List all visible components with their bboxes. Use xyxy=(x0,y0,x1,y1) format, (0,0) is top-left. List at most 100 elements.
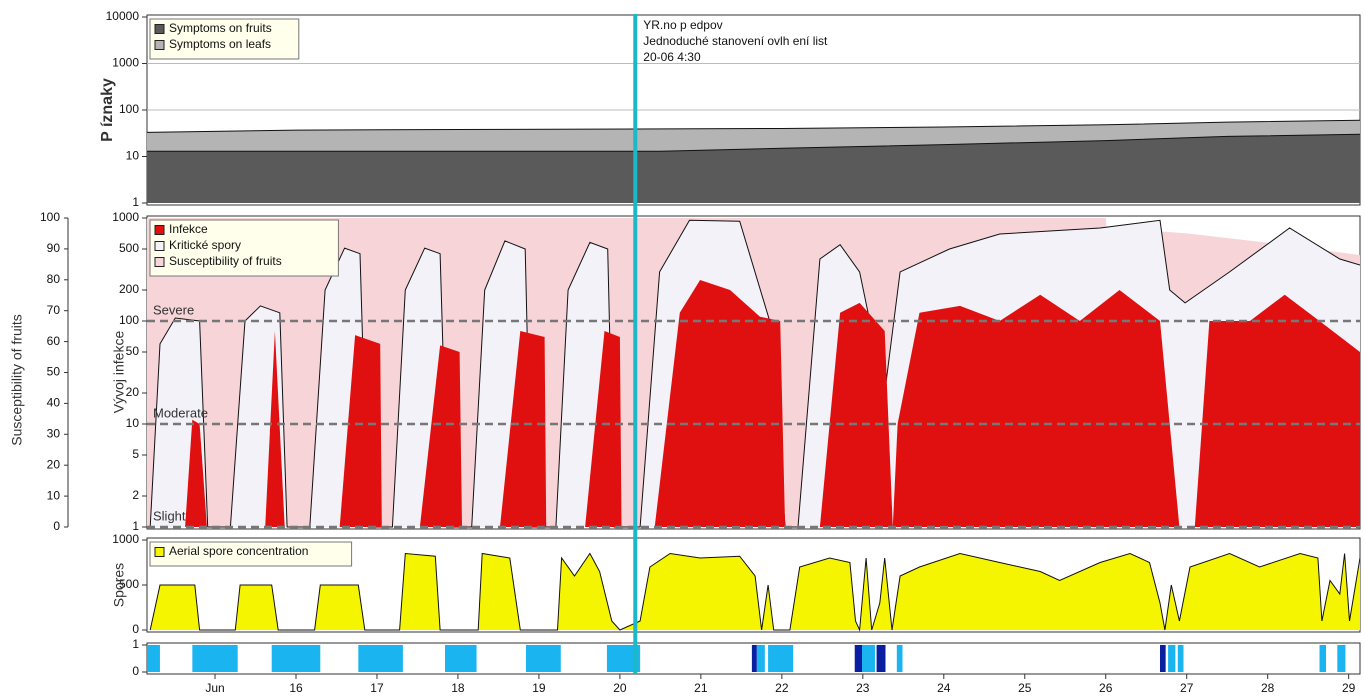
y-tick-label: 100 xyxy=(119,102,139,116)
y-tick-label: 1000 xyxy=(112,210,139,224)
y2-tick-label: 20 xyxy=(47,457,61,471)
y-tick-label: 1 xyxy=(132,195,139,209)
area xyxy=(150,553,1360,630)
wet-interval xyxy=(751,645,757,672)
wet-interval xyxy=(525,645,561,672)
wet-interval xyxy=(1337,645,1346,672)
legend-swatch xyxy=(154,24,165,34)
threshold-label: Slight xyxy=(153,508,186,523)
y-tick-label: 10 xyxy=(126,416,140,430)
x-tick-label: 16 xyxy=(289,681,303,695)
legend-swatch xyxy=(154,547,165,557)
wet-interval xyxy=(147,645,160,672)
area-outline xyxy=(147,133,1360,152)
y-tick-label: 5 xyxy=(132,447,139,461)
legend-label: Infekce xyxy=(169,222,208,236)
annotation: 20-06 4:30 xyxy=(643,50,701,64)
wet-interval xyxy=(756,645,765,672)
area xyxy=(185,280,1360,527)
y2-tick-label: 40 xyxy=(47,396,61,410)
wet-interval xyxy=(1159,645,1166,672)
legend-label: Susceptibility of fruits xyxy=(169,254,282,268)
legend-label: Kritické spory xyxy=(169,238,241,252)
legend-swatch xyxy=(154,40,165,50)
y-tick-label: 1000 xyxy=(112,56,139,70)
y-axis-title: P íznaky xyxy=(99,78,116,142)
y-tick-label: 2 xyxy=(132,488,139,502)
x-tick-label: 20 xyxy=(613,681,627,695)
y2-tick-label: 60 xyxy=(47,334,61,348)
x-tick-label: 27 xyxy=(1180,681,1194,695)
x-tick-label: 28 xyxy=(1261,681,1275,695)
wet-interval xyxy=(1177,645,1184,672)
wet-interval xyxy=(271,645,321,672)
x-tick-label: 24 xyxy=(937,681,951,695)
y-tick-label: 500 xyxy=(119,241,139,255)
legend-swatch xyxy=(154,257,165,267)
y-tick-label: 500 xyxy=(119,577,139,591)
threshold-label: Moderate xyxy=(153,405,208,420)
y2-tick-label: 90 xyxy=(47,241,61,255)
y2-tick-label: 70 xyxy=(47,303,61,317)
x-tick-label: 23 xyxy=(856,681,870,695)
threshold-label: Severe xyxy=(153,302,194,317)
wet-interval xyxy=(1319,645,1326,672)
x-tick-label: 22 xyxy=(775,681,789,695)
legend-label: Symptoms on fruits xyxy=(169,21,272,35)
legend-swatch xyxy=(154,225,165,235)
legend-swatch xyxy=(154,241,165,251)
y-tick-label: 200 xyxy=(119,282,139,296)
plot xyxy=(147,645,1346,672)
plot xyxy=(147,218,1360,529)
wet-interval xyxy=(896,645,903,672)
legend xyxy=(149,18,300,60)
y-tick-label: 10000 xyxy=(106,9,140,23)
plot xyxy=(147,63,1360,203)
y-tick-label: 10 xyxy=(126,149,140,163)
legend-label: Aerial spore concentration xyxy=(169,544,308,558)
wet-interval xyxy=(862,645,875,672)
wet-interval xyxy=(358,645,403,672)
y-tick-label: 100 xyxy=(119,313,139,327)
y-tick-label: 1000 xyxy=(112,532,139,546)
area-outline xyxy=(149,219,1360,528)
y-tick-label: 50 xyxy=(126,344,140,358)
x-tick-label: Jun xyxy=(205,681,224,695)
y2-tick-label: 30 xyxy=(47,426,61,440)
wet-interval xyxy=(854,645,863,672)
wet-interval xyxy=(1168,645,1176,672)
legend xyxy=(149,219,339,277)
annotation: Jednoduché stanovení ovlh ení list xyxy=(643,34,828,48)
y2-tick-label: 80 xyxy=(47,272,61,286)
y2-axis-title: Susceptibility of fruits xyxy=(9,314,25,446)
x-tick-label: 17 xyxy=(370,681,384,695)
x-tick-label: 29 xyxy=(1342,681,1356,695)
y2-tick-label: 10 xyxy=(47,488,61,502)
x-tick-label: 25 xyxy=(1018,681,1032,695)
y2-tick-label: 100 xyxy=(40,210,60,224)
y-tick-label: 0 xyxy=(132,622,139,636)
wet-interval xyxy=(768,645,794,672)
y-tick-label: 0 xyxy=(132,664,139,678)
wet-interval xyxy=(876,645,886,672)
y-tick-label: 20 xyxy=(126,385,140,399)
y-tick-label: 1 xyxy=(132,519,139,533)
legend-label: Symptoms on leafs xyxy=(169,37,271,51)
area-outline xyxy=(147,119,1360,133)
wet-interval xyxy=(444,645,477,672)
y2-tick-label: 50 xyxy=(47,365,61,379)
x-tick-label: 26 xyxy=(1099,681,1113,695)
x-tick-label: 18 xyxy=(451,681,465,695)
y-axis-title: Spores xyxy=(111,563,127,607)
wet-interval xyxy=(192,645,238,672)
annotation: YR.no p edpov xyxy=(643,18,722,32)
legend xyxy=(149,541,353,567)
y-axis-title: Vývoj infekce xyxy=(111,331,127,414)
area-outline xyxy=(149,552,1360,632)
plot xyxy=(149,552,1360,632)
y-tick-label: 1 xyxy=(132,637,139,651)
x-tick-label: 21 xyxy=(694,681,708,695)
y2-tick-label: 0 xyxy=(53,519,60,533)
x-tick-label: 19 xyxy=(532,681,546,695)
